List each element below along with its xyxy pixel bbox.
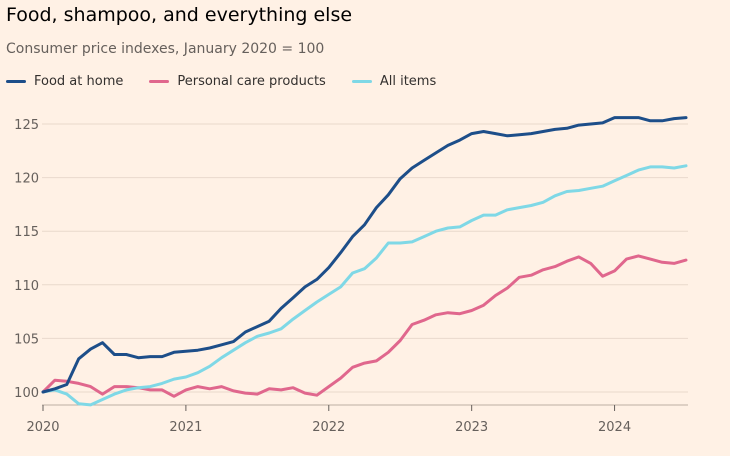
legend-label-all-items: All items [379, 74, 437, 89]
x-tick-label-2023: 2023 [455, 420, 488, 435]
y-tick-labels: 100 105 110 115 120 125 [14, 118, 39, 401]
series-line-personal-care-products [41, 254, 688, 398]
legend-swatch-food-at-home [6, 80, 26, 83]
chart-subtitle: Consumer price indexes, January 2020 = 1… [6, 41, 325, 57]
legend-label-personal-care: Personal care products [177, 74, 326, 89]
y-tick-label-100: 100 [14, 386, 39, 401]
series-line-food-at-home [41, 116, 688, 394]
series-line-all-items [41, 164, 688, 407]
y-tick-label-115: 115 [14, 225, 39, 240]
y-tick-label-105: 105 [14, 332, 39, 347]
legend-swatch-personal-care [149, 80, 170, 83]
legend: Food at home Personal care products All … [6, 74, 436, 89]
legend-swatch-all-items [351, 80, 372, 83]
x-tick-label-2022: 2022 [312, 420, 345, 435]
legend-item-personal-care: Personal care products [149, 74, 326, 89]
chart-title: Food, shampoo, and everything else [6, 4, 353, 26]
grid-layer [42, 123, 688, 393]
y-tick-label-110: 110 [14, 279, 39, 294]
y-tick-label-120: 120 [14, 172, 39, 187]
x-tick-label-2021: 2021 [169, 420, 202, 435]
y-tick-label-125: 125 [14, 118, 39, 133]
legend-item-food-at-home: Food at home [6, 74, 123, 89]
series-layer [41, 116, 688, 407]
legend-label-food-at-home: Food at home [34, 74, 124, 89]
x-tick-label-2024: 2024 [598, 420, 631, 435]
legend-item-all-items: All items [351, 74, 437, 89]
x-tick-label-2020: 2020 [26, 420, 59, 435]
x-axis: 2020 2021 2022 2023 2024 [26, 404, 688, 435]
